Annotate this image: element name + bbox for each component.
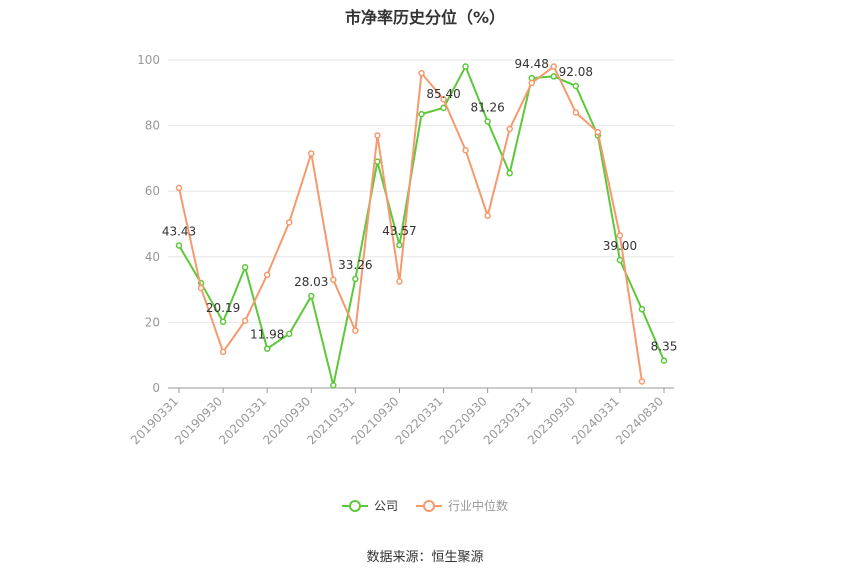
industry-median-point [285, 219, 293, 226]
company-point [219, 318, 227, 326]
y-tick-label: 100 [137, 53, 160, 67]
y-tick-label: 40 [145, 250, 160, 264]
data-label: 43.57 [382, 224, 416, 238]
company-point [484, 118, 491, 125]
company-point [263, 345, 271, 352]
industry-median-point [374, 132, 381, 139]
company-point [572, 82, 580, 90]
company-point [330, 382, 337, 389]
company-point [550, 73, 558, 80]
industry-median-point [638, 378, 646, 385]
legend: 公司 行业中位数 [0, 497, 850, 514]
industry-median-point [308, 150, 315, 157]
y-tick-label: 0 [152, 381, 160, 395]
legend-label-industry-median: 行业中位数 [448, 499, 509, 513]
data-label: 8.35 [651, 340, 678, 354]
x-tick-label: 20240830 [613, 394, 666, 447]
company-point [462, 63, 469, 70]
industry-median-point [528, 79, 535, 87]
data-labels: 43.43 20.19 11.98 28.03 33.26 43.57 85.40 81.26… [162, 57, 678, 354]
data-label: 94.48 [515, 57, 549, 71]
y-tick-label: 80 [145, 119, 160, 133]
data-label: 11.98 [250, 328, 284, 342]
company-point [660, 357, 668, 364]
company-point [440, 104, 447, 112]
company-point [285, 330, 293, 338]
company-point [506, 169, 513, 177]
industry-median-point [484, 212, 491, 220]
industry-median-point [396, 278, 403, 285]
data-label: 92.08 [559, 65, 593, 79]
legend-item-industry-median[interactable]: 行业中位数 [416, 497, 508, 514]
company-point [175, 242, 183, 249]
industry-median-point [263, 271, 271, 279]
company-point [374, 158, 381, 165]
industry-median-point [175, 184, 183, 192]
legend-industry-icon [416, 499, 442, 512]
industry-median-point [440, 96, 447, 103]
industry-median-point [352, 327, 359, 334]
company-point [616, 256, 624, 264]
industry-median-point [506, 125, 513, 133]
industry-median-point [330, 276, 337, 284]
grid-lines [168, 59, 674, 323]
data-source: 数据来源：恒生聚源 [366, 550, 484, 565]
industry-median-point [197, 284, 205, 292]
legend-item-company[interactable]: 公司 [341, 497, 398, 514]
data-label: 28.03 [294, 275, 328, 289]
series-lines [175, 63, 668, 389]
company-point [241, 264, 249, 271]
industry-median-point [219, 348, 227, 356]
company-point [396, 241, 403, 249]
y-tick-label: 20 [145, 315, 160, 329]
data-label: 39.00 [603, 239, 637, 253]
data-label: 33.26 [338, 258, 372, 272]
company-point [418, 110, 425, 118]
axes: 0204060801002019033120190930202003312020… [128, 53, 674, 447]
industry-median-point [418, 69, 425, 77]
data-label: 43.43 [162, 225, 196, 239]
company-point [638, 306, 646, 313]
chart-title: 市净率历史分位（%） [344, 8, 506, 27]
industry-median-point [241, 317, 249, 325]
industry-median-point [572, 109, 580, 116]
industry-median-point [594, 128, 602, 136]
data-label: 85.40 [426, 87, 460, 101]
legend-company-icon [341, 499, 368, 512]
legend-label-company: 公司 [373, 499, 398, 513]
company-point [308, 292, 315, 300]
industry-median-point [616, 232, 624, 239]
industry-median-point [550, 63, 558, 70]
company-point [352, 275, 359, 283]
data-label: 81.26 [470, 100, 504, 114]
y-tick-label: 60 [145, 184, 160, 198]
industry-median-point [462, 146, 469, 154]
data-label: 20.19 [206, 301, 240, 315]
industry-median-line [178, 65, 643, 382]
